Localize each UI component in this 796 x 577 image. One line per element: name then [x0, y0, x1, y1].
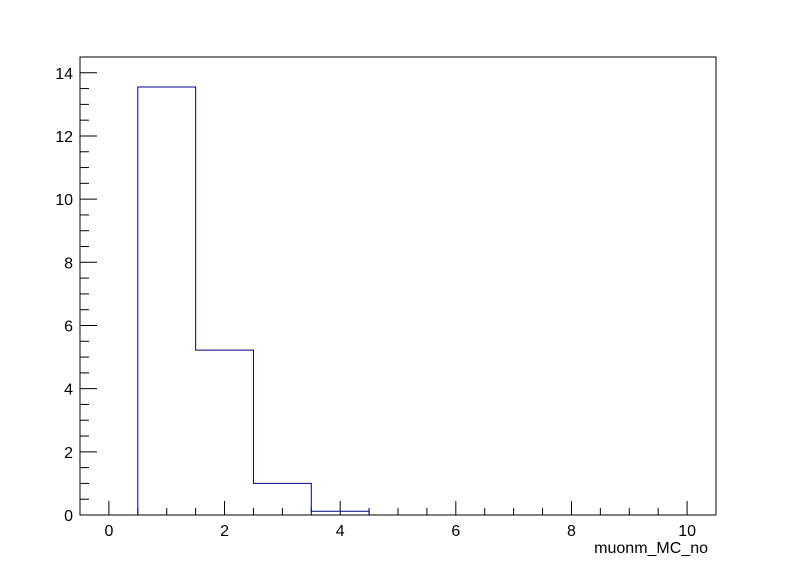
x-tick-label: 4	[336, 523, 345, 540]
histogram-outline	[80, 86, 716, 516]
x-tick-label: 2	[220, 523, 229, 540]
x-axis-title: muonm_MC_no	[594, 540, 708, 557]
y-tick-label: 12	[55, 129, 73, 146]
y-tick-label: 14	[55, 66, 73, 83]
y-tick-label: 6	[64, 318, 73, 335]
x-tick-label: 10	[678, 523, 696, 540]
histogram-bin	[196, 350, 254, 515]
x-tick-label: 8	[567, 523, 576, 540]
histogram-layer	[80, 86, 716, 516]
histogram-bin	[138, 87, 196, 515]
y-tick-label: 2	[64, 445, 73, 462]
x-tick-label: 6	[451, 523, 460, 540]
x-axis-ticks: 0 2 4 6 8 10	[79, 501, 717, 540]
y-axis-ticks: 0 2 4 6 8 10 12 14	[55, 56, 97, 525]
y-tick-label: 8	[64, 255, 73, 272]
y-tick-label: 0	[64, 508, 73, 525]
y-tick-label: 10	[55, 192, 73, 209]
y-tick-label: 4	[64, 382, 73, 399]
x-tick-label: 0	[104, 523, 113, 540]
plot-frame	[79, 56, 717, 516]
